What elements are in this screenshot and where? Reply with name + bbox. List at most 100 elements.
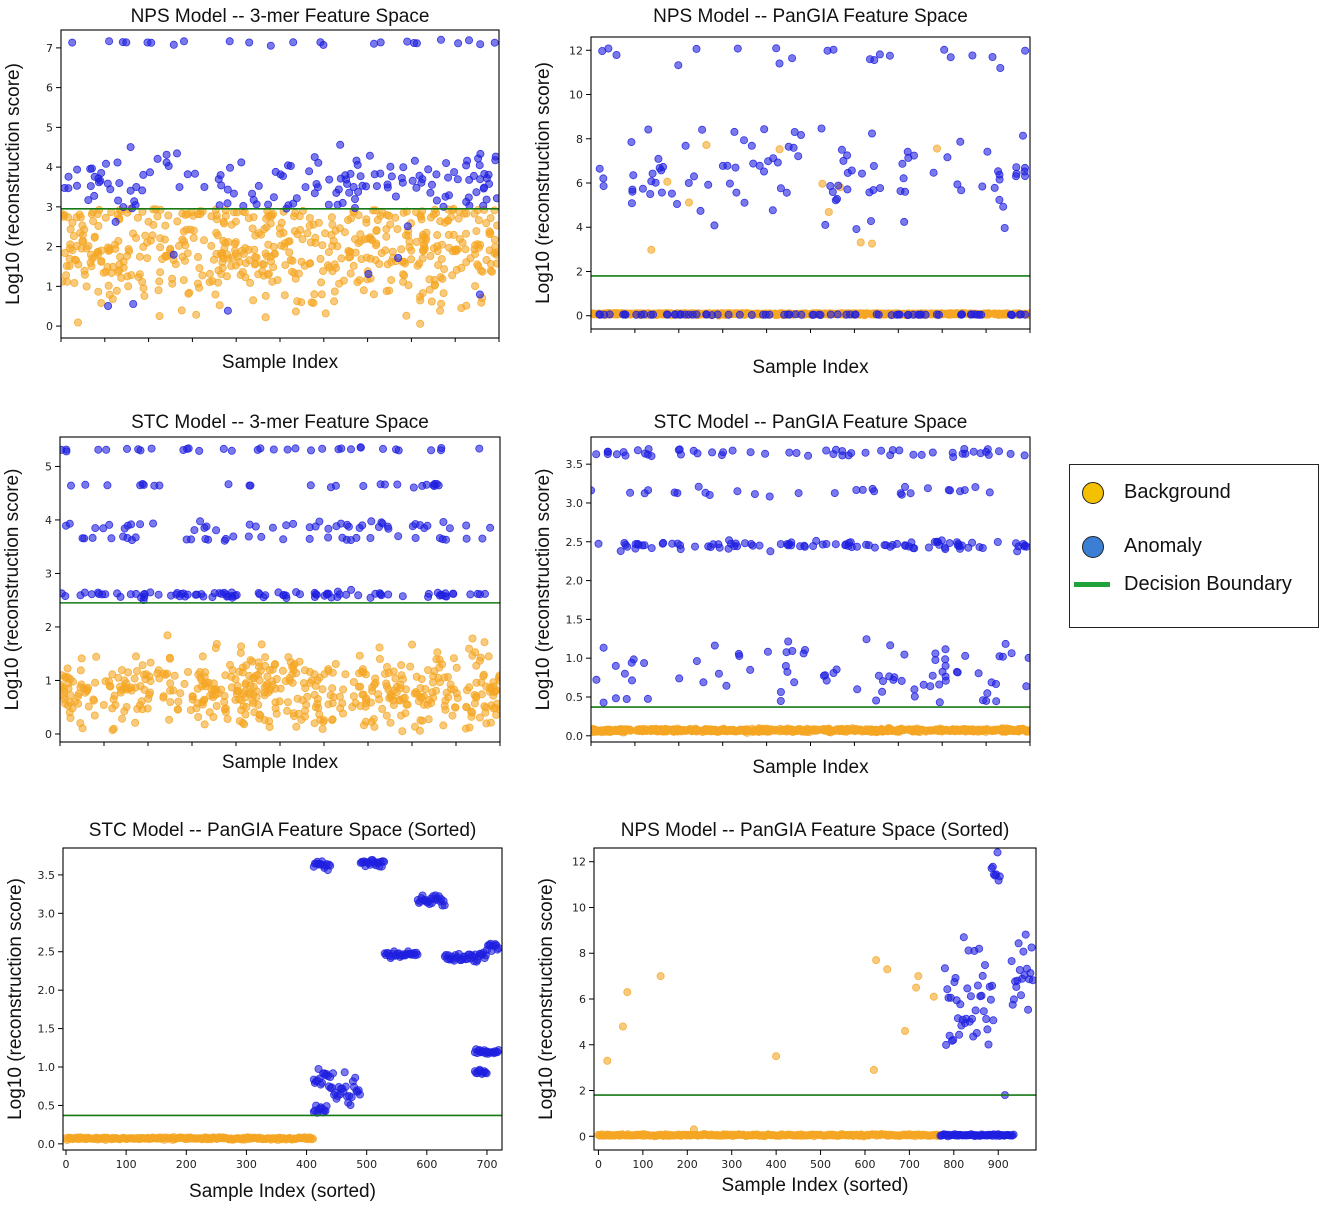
anomaly-point <box>910 151 919 160</box>
background-point <box>63 664 72 673</box>
anomaly-point <box>162 158 171 167</box>
background-point <box>372 226 381 235</box>
background-point <box>868 725 877 734</box>
background-point <box>315 710 324 719</box>
background-point <box>328 715 337 724</box>
anomaly-point <box>378 519 387 528</box>
anomaly-point <box>765 310 774 319</box>
anomaly-point <box>432 196 441 205</box>
points-stc-3mer <box>60 443 500 736</box>
background-point <box>472 227 481 236</box>
anomaly-point <box>113 158 122 167</box>
anomaly-point <box>648 169 657 178</box>
background-point <box>397 671 406 680</box>
anomaly-point <box>890 673 899 682</box>
background-point <box>663 177 672 186</box>
background-point <box>194 713 203 722</box>
anomaly-point <box>1021 46 1030 55</box>
background-point <box>248 224 257 233</box>
background-point <box>912 983 921 992</box>
anomaly-point <box>670 488 679 497</box>
background-point <box>159 692 168 701</box>
anomaly-point <box>923 484 932 493</box>
background-point <box>477 298 486 307</box>
anomaly-point <box>376 38 385 47</box>
background-point <box>252 253 261 262</box>
background-point <box>386 220 395 229</box>
background-point <box>105 244 114 253</box>
background-point <box>289 661 298 670</box>
y-tick-label: 3.0 <box>38 907 56 920</box>
anomaly-point <box>423 521 432 530</box>
background-point <box>74 318 83 327</box>
anomaly-point <box>940 45 949 54</box>
background-point <box>366 233 375 242</box>
background-point <box>289 212 298 221</box>
anomaly-point <box>914 310 923 319</box>
anomaly-point <box>800 542 809 551</box>
background-point <box>416 319 425 328</box>
anomaly-point <box>183 170 192 179</box>
background-point <box>382 232 391 241</box>
background-point <box>298 235 307 244</box>
anomaly-point <box>995 447 1004 456</box>
background-point <box>292 722 301 731</box>
background-point <box>482 255 491 264</box>
anomaly-point <box>269 193 278 202</box>
anomaly-point <box>310 189 319 198</box>
anomaly-point <box>394 253 403 262</box>
background-point <box>316 254 325 263</box>
background-point <box>375 655 384 664</box>
background-point <box>824 207 833 216</box>
background-point <box>438 274 447 283</box>
background-point <box>410 722 419 731</box>
anomaly-point <box>847 449 856 458</box>
anomaly-point <box>227 446 236 455</box>
background-point <box>97 246 106 255</box>
background-point <box>278 666 287 675</box>
anomaly-point <box>1007 957 1016 966</box>
background-point <box>209 713 218 722</box>
anomaly-point <box>256 444 265 453</box>
anomaly-point <box>279 535 288 544</box>
background-point <box>207 241 216 250</box>
anomaly-point <box>897 490 906 499</box>
y-tick-label: 12 <box>572 856 586 869</box>
anomaly-point <box>761 449 770 458</box>
y-axis-label: Log10 (reconstruction score) <box>536 878 557 1120</box>
anomaly-point <box>355 523 364 532</box>
background-point <box>775 145 784 154</box>
anomaly-point <box>319 40 328 49</box>
anomaly-point <box>102 445 111 454</box>
background-point <box>131 652 140 661</box>
background-point <box>354 682 363 691</box>
y-tick-label: 0 <box>576 310 583 323</box>
anomaly-point <box>223 185 232 194</box>
background-point <box>254 658 263 667</box>
background-point <box>84 702 93 711</box>
background-point <box>78 221 87 230</box>
anomaly-point <box>181 592 190 601</box>
anomaly-point <box>324 533 333 542</box>
anomaly-point <box>1022 682 1030 691</box>
background-point <box>169 686 178 695</box>
anomaly-point <box>380 857 389 866</box>
anomaly-point <box>603 447 612 456</box>
background-point <box>283 706 292 715</box>
anomaly-point <box>657 188 666 197</box>
anomaly-point <box>986 995 995 1004</box>
anomaly-point <box>387 172 396 181</box>
anomaly-point <box>103 481 112 490</box>
anomaly-point <box>266 41 275 50</box>
background-point <box>492 686 500 695</box>
anomaly-point <box>482 174 491 183</box>
anomaly-point <box>728 446 737 455</box>
y-tick-label: 1.5 <box>38 1023 56 1036</box>
anomaly-point <box>345 188 354 197</box>
background-point <box>423 666 432 675</box>
anomaly-point <box>268 523 277 532</box>
anomaly-point <box>741 539 750 548</box>
anomaly-point <box>472 188 481 197</box>
anomaly-point <box>1019 947 1028 956</box>
anomaly-point <box>953 180 962 189</box>
